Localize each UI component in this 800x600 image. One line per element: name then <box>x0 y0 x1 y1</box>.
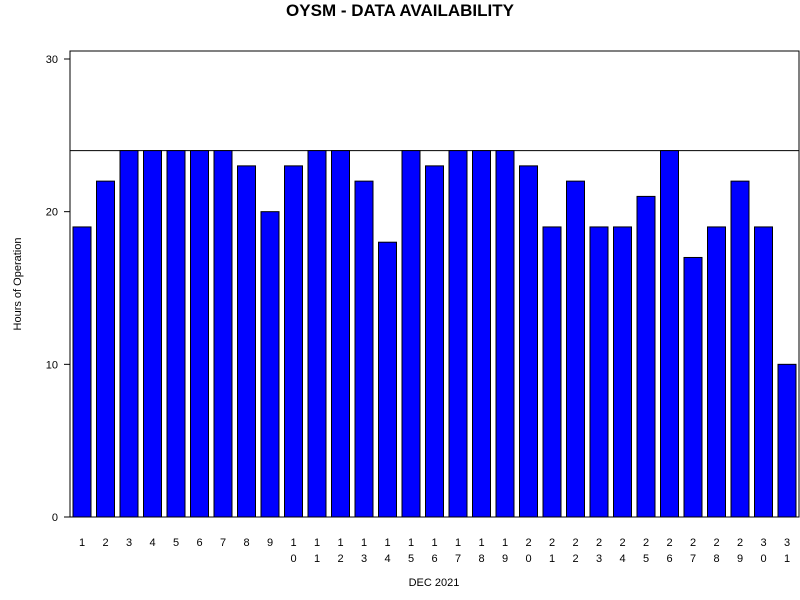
bar-day-18 <box>472 150 491 518</box>
x-tick-label-6: 6 <box>196 537 202 549</box>
y-tick-label-30: 30 <box>46 54 58 66</box>
x-axis-label: DEC 2021 <box>409 577 460 589</box>
bar-day-15 <box>401 150 421 518</box>
x-tick-label-5: 5 <box>173 537 179 549</box>
bar-day-23 <box>589 226 609 518</box>
x-tick-label-3: 3 <box>126 537 132 549</box>
bar-day-13 <box>354 180 374 518</box>
bar-day-12 <box>331 150 350 518</box>
bar-day-14 <box>378 241 397 518</box>
bar-day-3 <box>119 150 139 518</box>
bar-day-17 <box>448 150 468 518</box>
x-axis: 1 2 3 4 5 6 7 8 9 1 01 11 21 31 41 51 61 71 81 92 02 12 22 32 42… <box>79 537 790 565</box>
bar-day-10 <box>284 165 303 518</box>
bar-day-20 <box>519 165 538 518</box>
y-tick-label-0: 0 <box>52 512 58 524</box>
bar-day-6 <box>190 150 209 518</box>
x-tick-label-7: 7 <box>220 537 226 549</box>
bar-day-30 <box>754 226 773 518</box>
x-tick-label-8: 8 <box>243 537 249 549</box>
bar-day-11 <box>307 150 327 518</box>
bar-day-31 <box>777 363 797 518</box>
bar-day-27 <box>683 256 703 518</box>
bar-day-26 <box>660 150 679 518</box>
bar-day-7 <box>213 150 233 518</box>
bar-day-22 <box>566 180 585 518</box>
bar-day-28 <box>707 226 726 518</box>
bar-day-9 <box>260 211 280 518</box>
bar-day-1 <box>72 226 92 518</box>
x-tick-label-4: 4 <box>149 537 155 549</box>
bars <box>72 150 797 518</box>
bar-day-2 <box>96 180 115 518</box>
x-tick-label-9: 9 <box>267 537 273 549</box>
bar-day-21 <box>542 226 562 518</box>
bar-day-8 <box>237 165 256 518</box>
y-tick-label-10: 10 <box>46 359 58 371</box>
bar-day-25 <box>636 195 656 518</box>
bar-day-16 <box>425 165 444 518</box>
bar-day-4 <box>143 150 162 518</box>
y-axis: 0 10 20 30 <box>46 54 70 524</box>
bar-day-24 <box>613 226 632 518</box>
bar-day-5 <box>166 150 186 518</box>
y-axis-label: Hours of Operation <box>12 238 24 331</box>
chart-title: OYSM - DATA AVAILABILITY <box>286 1 514 20</box>
x-tick-label-2: 2 <box>102 537 108 549</box>
x-tick-label-1: 1 <box>79 537 85 549</box>
bar-day-19 <box>495 150 515 518</box>
y-tick-label-20: 20 <box>46 207 58 219</box>
bar-day-29 <box>730 180 750 518</box>
